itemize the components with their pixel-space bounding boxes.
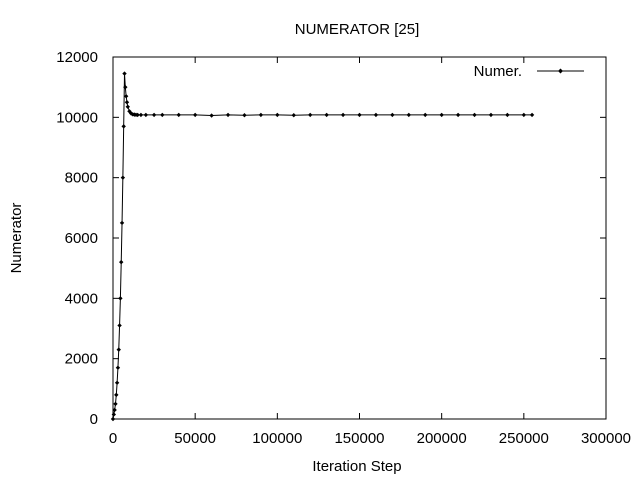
y-tick-label: 8000 <box>65 170 98 187</box>
data-point <box>120 175 126 180</box>
y-tick-label: 0 <box>90 411 98 428</box>
x-tick-label: 0 <box>109 430 117 447</box>
legend-label: Numer. <box>474 63 522 80</box>
data-point <box>324 112 329 118</box>
data-point <box>151 112 157 118</box>
legend-marker <box>558 68 563 74</box>
data-point <box>176 112 181 118</box>
chart-title: NUMERATOR [25] <box>295 21 419 38</box>
data-point <box>114 380 120 385</box>
data-point <box>124 100 130 105</box>
data-point <box>439 112 444 118</box>
y-tick-label: 12000 <box>56 49 98 66</box>
data-point <box>118 296 123 301</box>
data-point <box>242 113 247 118</box>
data-point <box>390 112 395 118</box>
data-point <box>505 112 510 118</box>
data-point <box>455 112 461 118</box>
data-point <box>123 84 128 90</box>
y-tick-label: 10000 <box>56 109 98 126</box>
data-point <box>291 113 296 118</box>
data-point <box>111 412 117 417</box>
series-layer <box>110 71 535 422</box>
plot-area-border <box>112 56 607 420</box>
x-axis-label: Iteration Step <box>312 458 401 475</box>
data-point <box>308 112 313 118</box>
data-point <box>115 365 121 370</box>
data-point <box>143 112 149 118</box>
data-point <box>114 392 119 398</box>
x-tick-label: 150000 <box>334 430 384 447</box>
x-tick-label: 200000 <box>417 430 467 447</box>
data-point <box>110 416 116 422</box>
data-point <box>406 112 411 118</box>
data-point <box>138 112 144 118</box>
data-point <box>488 112 494 118</box>
data-point <box>135 112 140 118</box>
data-point <box>275 112 280 118</box>
y-axis-label: Numerator <box>8 203 25 274</box>
data-point <box>423 112 428 118</box>
data-point <box>529 112 535 118</box>
y-axis-ticks: 0 2000 4000 6000 8000 10000 12000 <box>56 49 606 428</box>
data-point <box>121 124 126 129</box>
data-point <box>340 112 346 118</box>
x-axis-ticks: 0 50000 100000 150000 200000 250000 300000 <box>109 57 631 447</box>
data-point <box>225 112 231 118</box>
data-point <box>472 112 477 118</box>
data-point <box>521 112 527 118</box>
data-point <box>357 112 362 118</box>
legend: Numer. <box>474 63 584 80</box>
data-point <box>373 112 379 118</box>
data-point <box>125 104 130 109</box>
data-point <box>119 220 125 226</box>
y-tick-label: 4000 <box>65 290 98 307</box>
data-point <box>117 323 122 328</box>
data-point <box>123 94 129 99</box>
x-tick-label: 300000 <box>581 430 631 447</box>
x-tick-label: 250000 <box>499 430 549 447</box>
data-point <box>113 401 118 407</box>
y-tick-label: 2000 <box>65 351 98 368</box>
series-line <box>112 73 533 420</box>
y-tick-label: 6000 <box>65 230 98 247</box>
data-point <box>160 112 165 118</box>
data-point <box>119 259 124 265</box>
data-point <box>116 347 121 352</box>
data-point <box>258 112 264 118</box>
data-point <box>122 71 127 76</box>
x-tick-label: 50000 <box>174 430 216 447</box>
x-tick-label: 100000 <box>252 430 302 447</box>
data-point <box>209 113 214 118</box>
data-point <box>112 407 117 413</box>
data-point <box>192 112 198 118</box>
